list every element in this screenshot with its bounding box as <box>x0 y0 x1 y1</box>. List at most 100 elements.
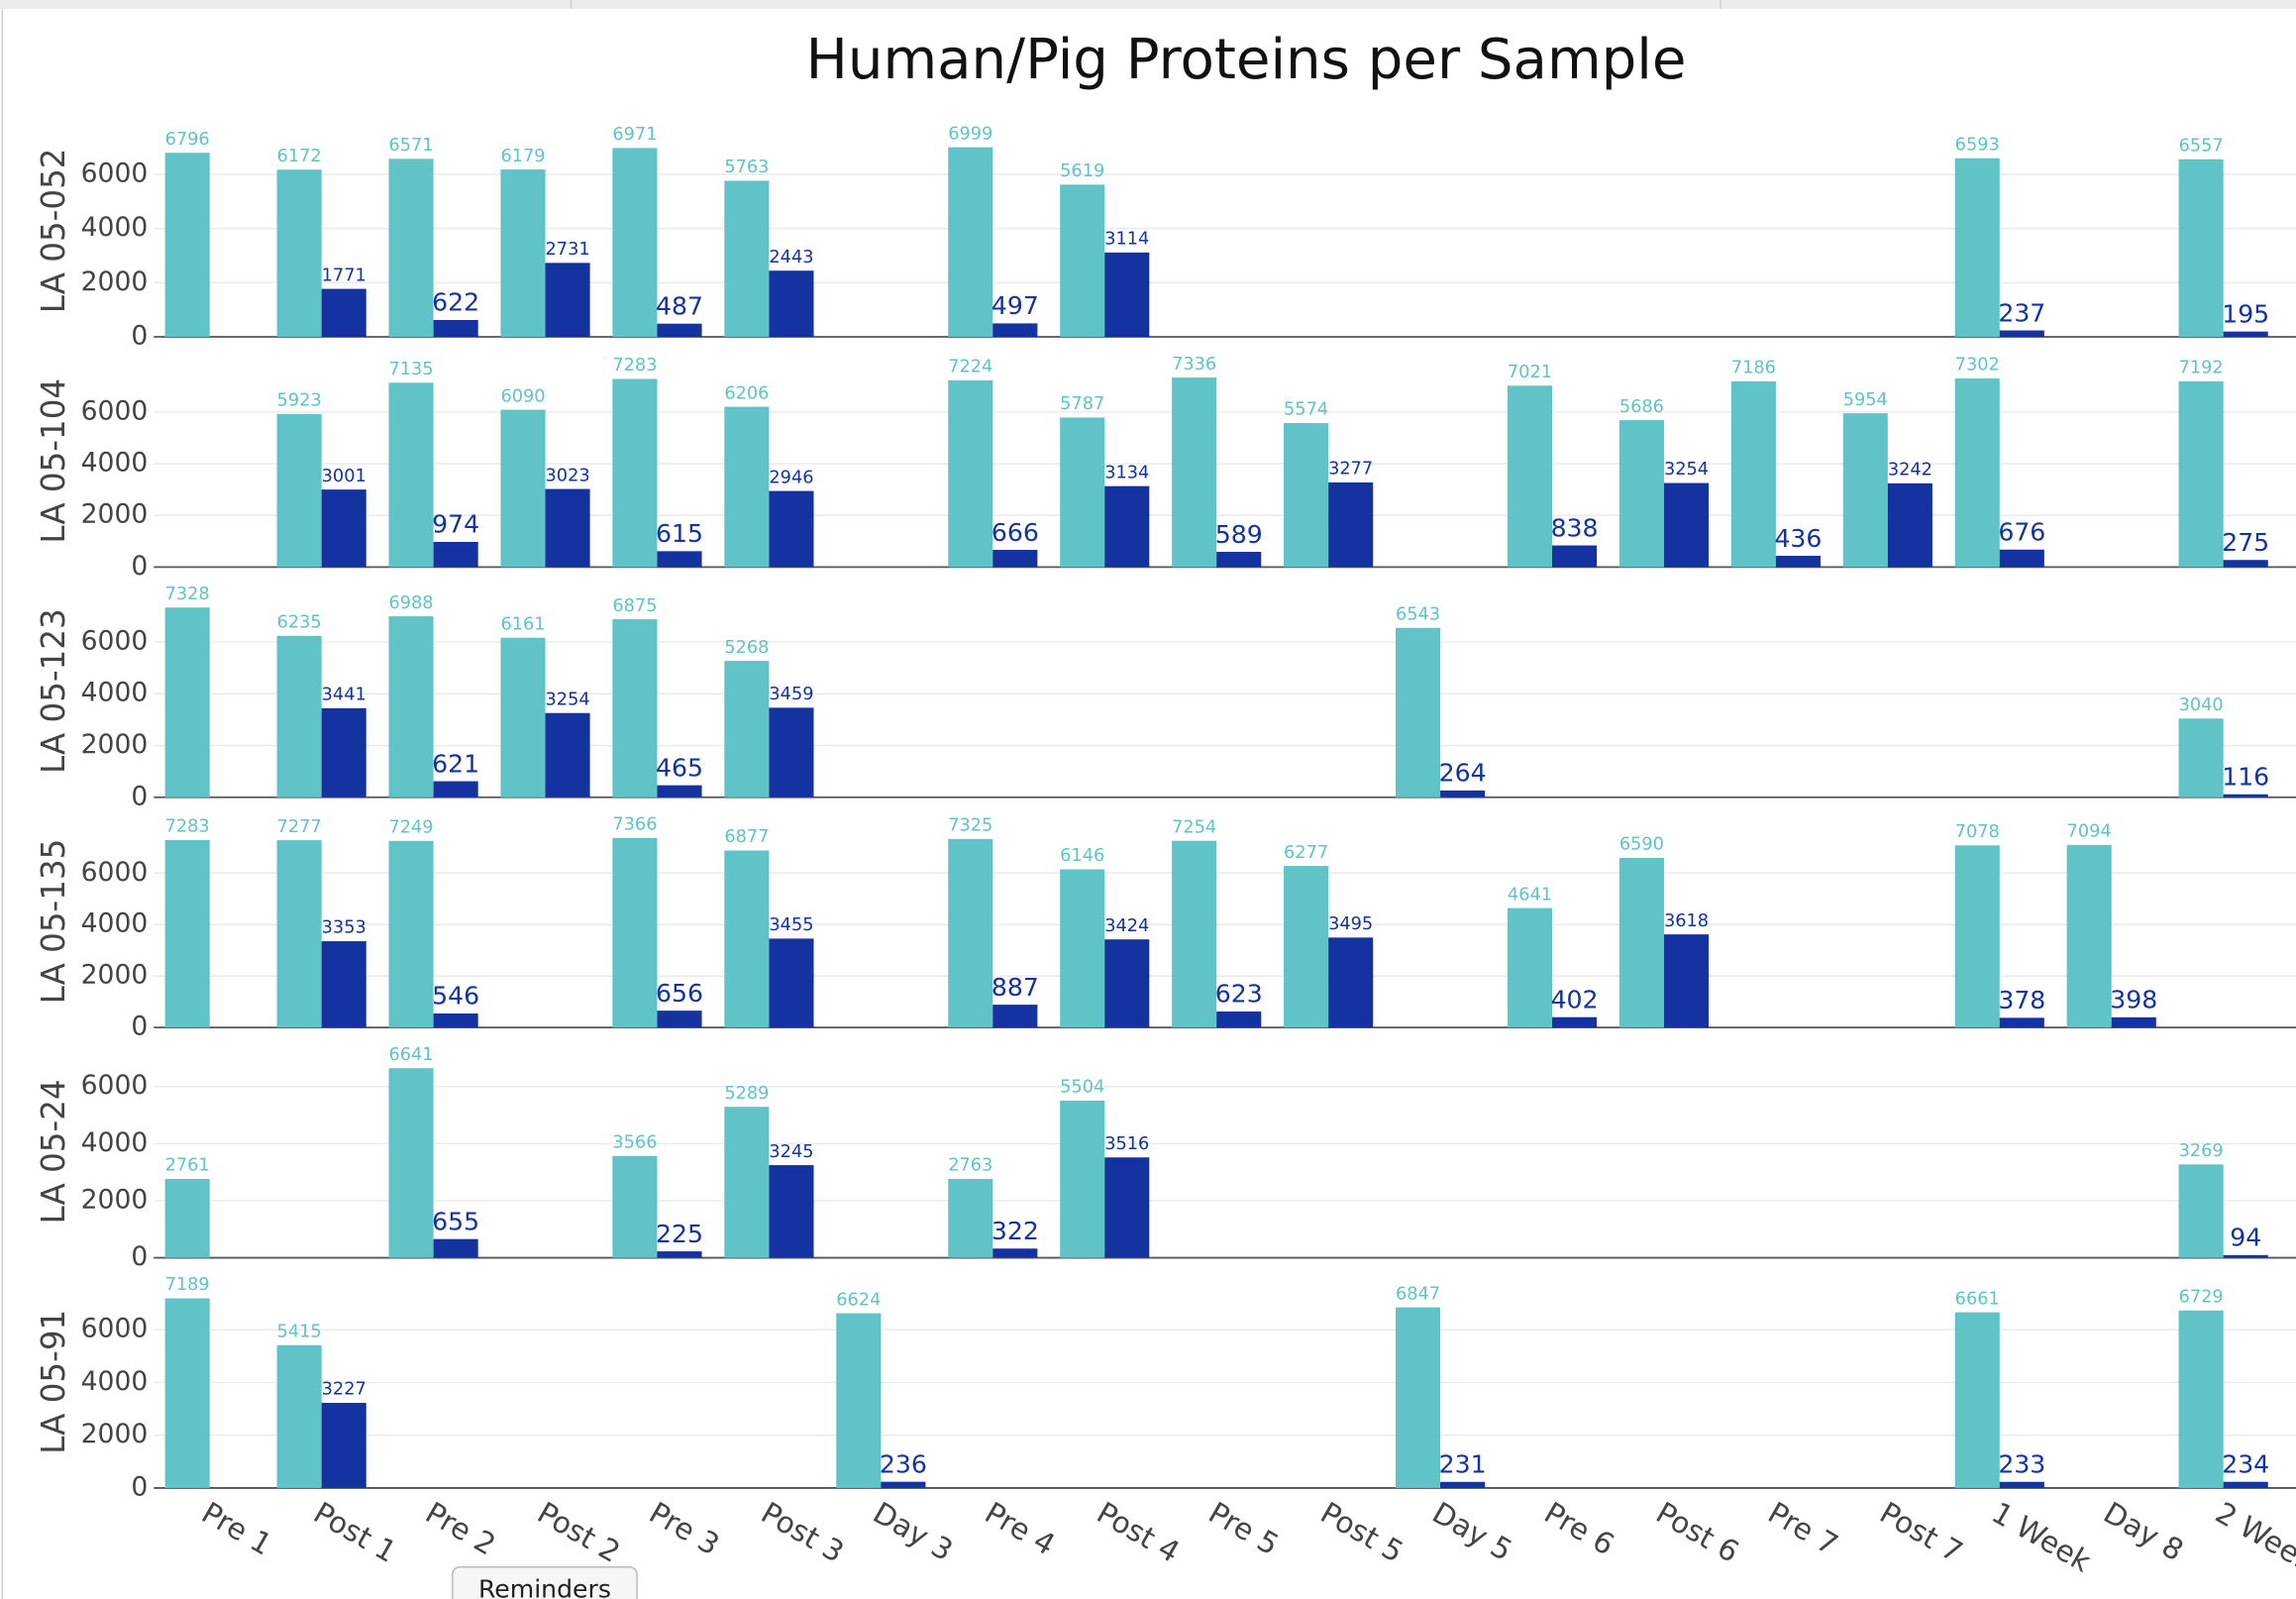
bar <box>2178 159 2224 338</box>
bar <box>657 551 702 568</box>
data-label: 6235 <box>277 612 322 632</box>
data-label: 225 <box>656 1220 703 1248</box>
bar <box>500 637 546 798</box>
data-label: 3269 <box>2179 1141 2224 1161</box>
data-label: 623 <box>1215 980 1263 1009</box>
data-label: 5574 <box>1284 400 1328 420</box>
x-tick-label: Pre 4 <box>980 1496 1061 1562</box>
data-label: 5954 <box>1843 390 1888 410</box>
data-label: 3227 <box>322 1380 366 1400</box>
y-tick-label: 6000 <box>81 625 149 656</box>
data-label: 5504 <box>1060 1078 1104 1098</box>
bar <box>2111 1016 2156 1028</box>
data-label: 2946 <box>769 468 813 487</box>
data-label: 3495 <box>1328 914 1373 934</box>
bar <box>321 707 366 798</box>
bar <box>1104 939 1150 1028</box>
browser-tab-strip <box>0 0 2296 9</box>
data-label: 7254 <box>1172 817 1216 837</box>
data-label: 234 <box>2222 1449 2269 1478</box>
data-label: 6877 <box>724 827 769 847</box>
data-label: 5289 <box>724 1084 769 1104</box>
data-label: 615 <box>656 519 703 548</box>
data-label: 6661 <box>1955 1289 2000 1309</box>
bar <box>1552 545 1598 568</box>
bar <box>1618 420 1664 568</box>
bar <box>164 1179 210 1258</box>
y-tick-label: 0 <box>131 321 148 352</box>
data-label: 7302 <box>1955 356 2000 375</box>
y-tick-label: 4000 <box>81 1366 149 1397</box>
bar <box>1954 1312 2000 1488</box>
y-tick-label: 6000 <box>81 1070 149 1101</box>
bar <box>724 1107 770 1258</box>
data-label: 7328 <box>165 585 210 604</box>
data-label: 6971 <box>612 125 657 145</box>
data-label: 7325 <box>948 816 992 836</box>
plot-area: 0 2000 4000 6000 LA 05-052 6796 6172 6571 6179 69… <box>35 124 2296 1579</box>
bar <box>1954 377 2000 568</box>
data-label: 887 <box>991 973 1039 1002</box>
y-tick-label: 4000 <box>81 678 149 708</box>
data-label: 7249 <box>389 818 434 838</box>
data-label: 7094 <box>2067 822 2112 842</box>
data-label: 497 <box>991 291 1039 320</box>
bar <box>164 607 210 798</box>
bar <box>1395 1307 1441 1488</box>
bar <box>2223 331 2268 338</box>
data-label: 6179 <box>500 147 545 166</box>
bar <box>992 1005 1038 1028</box>
bar <box>1395 627 1441 798</box>
bar <box>545 263 590 338</box>
bar <box>1328 937 1374 1028</box>
data-label: 7277 <box>277 817 322 837</box>
data-label: 666 <box>991 518 1039 547</box>
button-frame[interactable] <box>452 1566 638 1599</box>
y-tick-label: 2000 <box>81 960 149 991</box>
bar <box>388 382 434 568</box>
bar <box>1060 184 1105 338</box>
reminders-button[interactable]: Reminders <box>452 1566 638 1599</box>
bar <box>321 288 366 338</box>
bar <box>433 781 478 798</box>
data-label: 7135 <box>389 360 434 379</box>
bar <box>276 635 322 798</box>
data-label: 589 <box>1215 520 1263 549</box>
bar <box>2223 794 2268 798</box>
bar <box>612 1155 658 1258</box>
x-tick-label: Post 1 <box>308 1496 402 1569</box>
bar <box>724 180 770 338</box>
bar <box>612 148 658 338</box>
bar <box>657 785 702 798</box>
bar <box>948 147 993 338</box>
bar <box>1775 556 1821 568</box>
data-label: 656 <box>656 979 703 1008</box>
data-label: 6988 <box>389 593 434 613</box>
bar <box>276 413 322 568</box>
bar <box>276 1344 322 1488</box>
y-tick-label: 2000 <box>81 499 149 530</box>
bar <box>2178 1164 2224 1258</box>
y-axis-label: LA 05-123 <box>35 608 72 774</box>
data-label: 6277 <box>1284 843 1328 863</box>
bar <box>500 409 546 568</box>
y-tick-label: 6000 <box>81 158 149 188</box>
data-label: 6875 <box>612 596 657 616</box>
button-label[interactable]: Reminders <box>478 1574 611 1599</box>
bar <box>1887 482 1932 568</box>
x-tick-label: Post 2 <box>532 1496 626 1569</box>
data-label: 264 <box>1439 759 1487 788</box>
data-label: 3245 <box>769 1142 813 1162</box>
bar <box>657 1011 702 1028</box>
data-label: 621 <box>432 749 479 778</box>
data-label: 3001 <box>322 467 366 486</box>
data-label: 6729 <box>2179 1287 2224 1307</box>
data-label: 487 <box>656 291 703 320</box>
bar <box>388 1068 434 1258</box>
y-axis-label: LA 05-135 <box>35 839 72 1005</box>
data-label: 322 <box>991 1217 1039 1245</box>
data-label: 3040 <box>2179 695 2224 715</box>
data-label: 233 <box>1998 1449 2045 1478</box>
bar <box>164 153 210 338</box>
